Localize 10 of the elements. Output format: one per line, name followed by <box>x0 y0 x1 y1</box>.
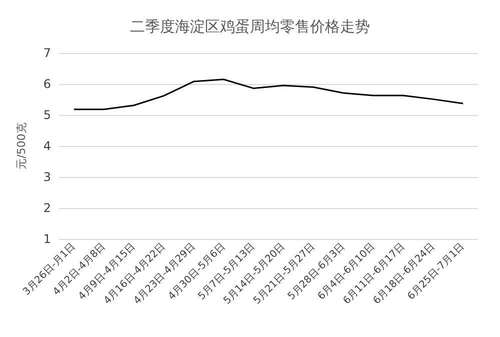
y-tick-label: 4 <box>43 139 51 153</box>
y-tick-label: 3 <box>43 170 51 184</box>
y-tick-label: 7 <box>43 46 51 60</box>
chart-title: 二季度海淀区鸡蛋周均零售价格走势 <box>130 18 370 36</box>
line-series <box>73 78 464 110</box>
y-tick-label: 1 <box>43 232 51 246</box>
y-tick-label: 2 <box>43 201 51 215</box>
y-tick-label: 5 <box>43 108 51 122</box>
y-axis-title: 元/500克 <box>15 122 28 170</box>
y-tick-label: 6 <box>43 77 51 91</box>
